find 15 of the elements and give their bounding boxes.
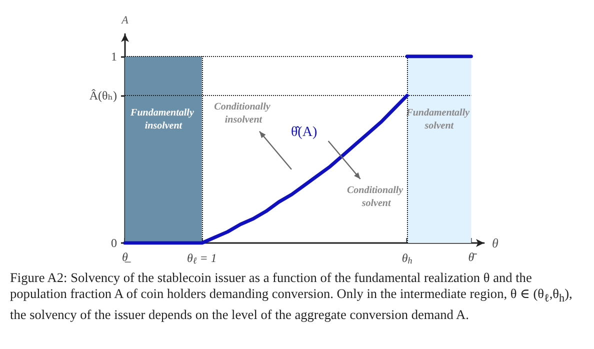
y-tick-label: Â(θₕ): [89, 88, 117, 103]
band-label: Fundamentally solvent: [405, 107, 472, 132]
y-tick-label: 0: [111, 236, 117, 250]
text: θ̂(A): [290, 124, 318, 140]
x-tick-label: θ̲: [122, 250, 131, 264]
text: Figure A2: Solvency of the stablecoin issuer as a function of the fundamental realization θ and the population fraction A of coin holders demanding conversion. Only in the intermediate region, θ ∈ (θ$_{ℓ}$,θ$_{h}$), the solvency of the issuer depends on the level of the aggregate conversion demand A.: [10, 270, 572, 322]
x-tick-label: θh: [402, 251, 413, 266]
x-tick-label: θ̄: [468, 250, 478, 264]
band-label: Fundamentally insolvent: [130, 107, 196, 132]
x-tick-label: θℓ = 1: [187, 251, 217, 266]
x-axis-title: θ: [492, 236, 499, 250]
annotation: Conditionally solvent: [346, 185, 406, 210]
y-tick-label: 1: [111, 49, 117, 64]
annotation: Conditionally insolvent: [214, 101, 273, 126]
y-axis-title: A: [120, 14, 129, 26]
